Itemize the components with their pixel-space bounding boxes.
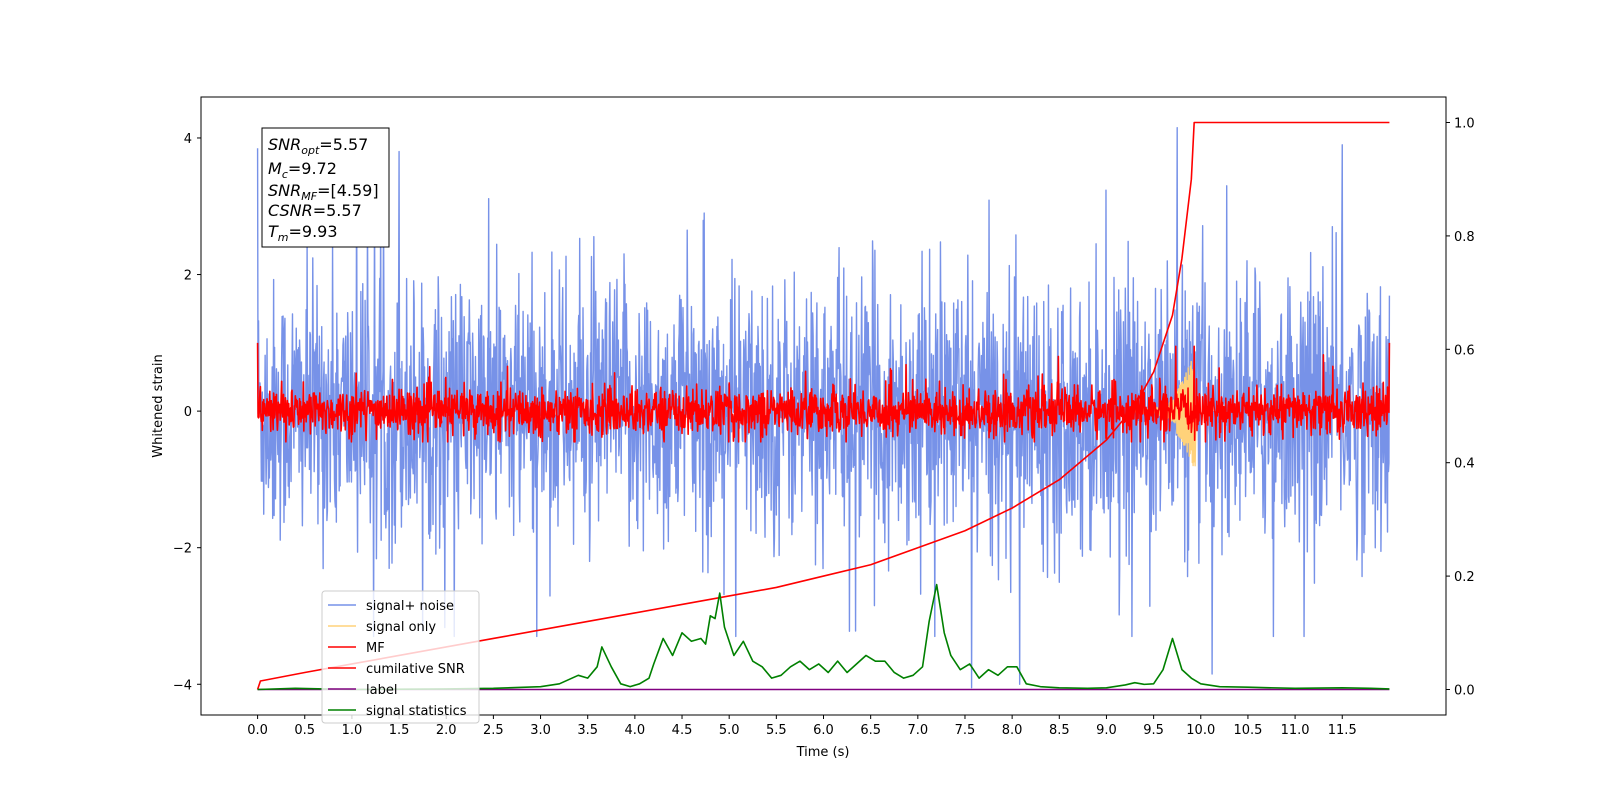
annotation-csnr: CSNR=5.57 [268,201,362,220]
legend-frame [321,590,480,724]
x-tick-label: 4.0 [625,723,646,738]
legend-label: MF [366,641,385,656]
x-tick-label: 9.5 [1143,723,1164,738]
x-tick-label: 7.0 [907,723,928,738]
annotation-snr-opt: SNRopt=5.57 [268,135,368,157]
x-axis-label: Time (s) [796,745,850,760]
annotation-frame [261,127,390,248]
x-tick-label: 0.0 [247,723,268,738]
y-tick-label: −4 [173,678,192,693]
x-tick-label: 10.5 [1233,723,1262,738]
annotation-tm: Tm=9.93 [268,222,338,244]
x-tick-label: 10.0 [1186,723,1215,738]
x-tick-label: 11.5 [1328,723,1357,738]
x-tick-label: 0.5 [294,723,315,738]
x-tick-label: 1.5 [389,723,410,738]
legend-label: signal+ noise [366,599,454,614]
legend-label: signal statistics [366,704,467,719]
y-tick-label: −2 [173,542,192,557]
y-axis-label: Whitened strain [151,354,166,457]
annotation-box: SNRopt=5.57 Mc=9.72 SNRMF=[4.59] CSNR=5.… [261,127,390,248]
x-tick-label: 2.0 [436,723,457,738]
annotation-mc: Mc=9.72 [268,159,337,181]
x-tick-label: 5.5 [766,723,787,738]
x-tick-label: 6.0 [813,723,834,738]
axis-ticks: 0.0 0.5 1.0 1.5 2.0 2.5 3.0 3.5 4.0 4.5 5.0 5.5 6.0 6… [173,117,1475,738]
x-tick-label: 4.5 [672,723,693,738]
series-signal-statistics-line [257,583,1390,691]
y-tick-label: 0 [184,405,192,420]
y-tick-label: 2 [184,269,192,284]
series-signal-noise-line [256,127,1391,689]
y2-tick-label: 0.8 [1454,230,1475,245]
y2-tick-label: 0.2 [1454,570,1475,585]
x-tick-label: 8.5 [1049,723,1070,738]
y2-tick-label: 0.6 [1454,343,1475,358]
x-tick-label: 6.5 [860,723,881,738]
y2-tick-label: 0.0 [1454,683,1475,698]
x-tick-label: 7.5 [955,723,976,738]
legend-label: label [366,683,397,698]
legend-label: signal only [366,620,436,635]
y-tick-label: 4 [184,132,192,147]
x-tick-label: 3.5 [577,723,598,738]
x-tick-label: 5.0 [719,723,740,738]
legend: signal+ noise signal only MF cumilative SNR… [321,590,480,724]
x-tick-label: 2.5 [483,723,504,738]
x-tick-label: 8.0 [1002,723,1023,738]
series-mf-line [256,342,1391,443]
x-tick-label: 11.0 [1281,723,1310,738]
y2-tick-label: 0.4 [1454,457,1475,472]
legend-label: cumilative SNR [366,662,465,677]
x-tick-label: 1.0 [342,723,363,738]
y2-tick-label: 1.0 [1454,117,1475,132]
x-tick-label: 9.0 [1096,723,1117,738]
annotation-snr-mf: SNRMF=[4.59] [268,181,379,203]
x-tick-label: 3.0 [530,723,551,738]
